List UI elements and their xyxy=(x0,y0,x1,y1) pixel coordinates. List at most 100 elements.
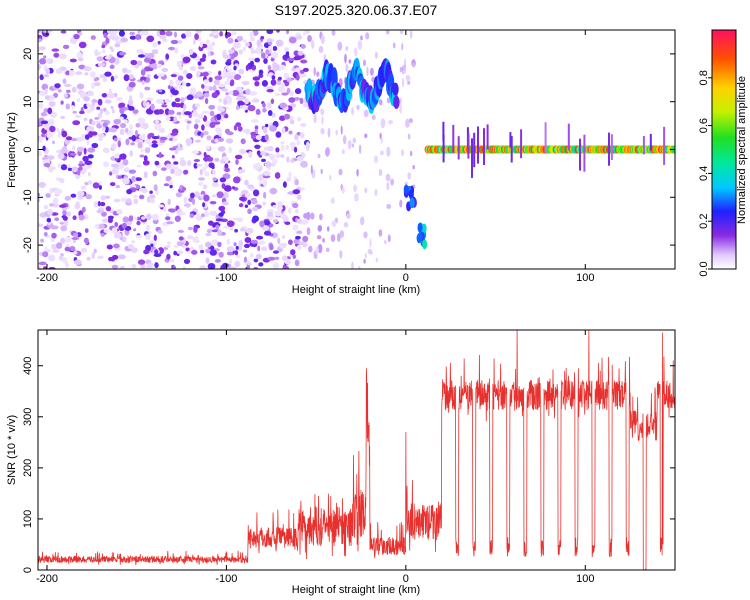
spectrogram-cell xyxy=(286,156,290,163)
spectrogram-cell xyxy=(275,147,280,153)
spectrogram-cell xyxy=(300,44,306,49)
spectrogram-ylabel: Frequency (Hz) xyxy=(6,112,18,188)
spectrogram-cell xyxy=(143,171,148,179)
spectrogram-cell xyxy=(200,249,205,254)
spectrogram-feature-0 xyxy=(38,30,416,269)
spectrogram-cell xyxy=(53,203,59,208)
spectrogram-cell xyxy=(118,30,125,37)
spectrogram-cell xyxy=(195,30,203,34)
spectrogram-cell xyxy=(182,266,186,269)
spectrogram-cell xyxy=(62,216,68,221)
spectrogram-cell xyxy=(303,30,306,36)
spectrogram-cell xyxy=(103,228,110,233)
spectrogram-cell xyxy=(274,92,281,97)
spectrogram-cell xyxy=(339,250,343,259)
spectrogram-cell xyxy=(153,184,158,192)
spectrogram-cell xyxy=(139,194,145,200)
spectrogram-cell xyxy=(62,257,67,264)
spectrogram-cell xyxy=(364,187,368,194)
spectrogram-cell xyxy=(364,133,368,139)
spectrogram-cell xyxy=(294,178,299,186)
spectrogram-cell xyxy=(471,138,473,178)
spectrogram-cell xyxy=(170,74,177,78)
spectrogram-cell xyxy=(270,51,279,59)
spectrogram-cell xyxy=(247,208,252,215)
spectrogram-cell xyxy=(74,203,81,210)
snr-ytick-label: 0 xyxy=(22,567,34,573)
spectrogram-cell xyxy=(209,122,216,128)
spectrogram-cell xyxy=(276,81,282,86)
snr-panel: -200 -100 0 100 0 100 200 300 400 Height of stra… xyxy=(6,329,676,596)
spectrogram-cell xyxy=(197,61,202,66)
spectrogram-cell xyxy=(94,116,100,120)
spectrogram-cell xyxy=(193,123,199,130)
spectrogram-cell xyxy=(64,246,71,252)
spectrogram-cell xyxy=(87,154,94,159)
spectrogram-cell xyxy=(383,239,387,245)
spectrogram-cell xyxy=(70,193,77,198)
spectrogram-cell xyxy=(170,39,179,45)
spectrogram-cell xyxy=(233,176,241,184)
spectrogram-cell xyxy=(203,194,210,202)
spectrogram-cell xyxy=(210,116,215,124)
spectrogram-cell xyxy=(59,221,64,225)
spectrogram-cell xyxy=(264,123,269,128)
spectrogram-cell xyxy=(109,182,116,187)
spectrogram-cell xyxy=(252,189,260,197)
spectrogram-cell xyxy=(409,198,415,209)
spectrogram-cell xyxy=(279,115,286,121)
spectrogram-cell xyxy=(352,137,356,144)
spectrogram-cell xyxy=(69,70,75,77)
spectrogram-cell xyxy=(153,234,157,242)
spectrogram-cell xyxy=(256,150,261,156)
spectrogram-cell xyxy=(356,168,359,177)
spectrogram-cell xyxy=(212,170,216,175)
spectrogram-cell xyxy=(294,134,299,141)
spectrogram-cell xyxy=(174,47,179,54)
spectrogram-cell xyxy=(205,257,210,264)
spectrogram-cell xyxy=(510,136,513,163)
spectrogram-cell xyxy=(212,194,216,198)
spectrogram-cell xyxy=(60,225,68,232)
spectrogram-xtick-label: -200 xyxy=(36,272,58,284)
spectrogram-cell xyxy=(193,191,201,198)
spectrogram-cell xyxy=(204,210,209,217)
spectrogram-cell xyxy=(83,213,89,220)
spectrogram-cell xyxy=(186,123,190,131)
spectrogram-cell xyxy=(228,71,237,76)
snr-ylabel: SNR (10 * v/v) xyxy=(6,415,18,485)
spectrogram-cell xyxy=(114,153,121,159)
spectrogram-cell xyxy=(242,104,248,111)
spectrogram-cell xyxy=(331,220,337,228)
spectrogram-cell xyxy=(299,132,305,139)
spectrogram-cell xyxy=(163,206,167,212)
spectrogram-cell xyxy=(197,66,205,70)
spectrogram-cell xyxy=(111,163,119,168)
spectrogram-cell xyxy=(285,50,290,57)
spectrogram-cell xyxy=(83,66,92,72)
spectrogram-cell xyxy=(101,44,106,49)
spectrogram-cell xyxy=(302,235,309,243)
spectrogram-cell xyxy=(288,239,293,245)
spectrogram-cell xyxy=(226,97,232,103)
spectrogram-ytick-label: -20 xyxy=(22,237,34,253)
spectrogram-cell xyxy=(196,213,201,219)
spectrogram-cell xyxy=(58,255,63,261)
spectrogram-cell xyxy=(60,237,66,244)
spectrogram-cell xyxy=(185,138,193,145)
spectrogram-cell xyxy=(272,219,279,223)
spectrogram-cell xyxy=(234,154,243,160)
colorbar: 0.0 0.2 0.4 0.6 0.8 Normalized spectral ampl… xyxy=(698,29,748,277)
spectrogram-cell xyxy=(231,31,237,36)
spectrogram-cell xyxy=(146,97,154,101)
spectrogram-cell xyxy=(207,51,211,57)
spectrogram-cell xyxy=(329,175,332,181)
spectrogram-cell xyxy=(263,230,272,236)
spectrogram-cell xyxy=(236,35,244,42)
spectrogram-cell xyxy=(70,152,77,156)
spectrogram-cell xyxy=(194,239,200,244)
spectrogram-cell xyxy=(132,109,139,114)
spectrogram-cell xyxy=(108,88,112,95)
spectrogram-cell xyxy=(201,124,205,131)
spectrogram-cell xyxy=(283,113,291,120)
